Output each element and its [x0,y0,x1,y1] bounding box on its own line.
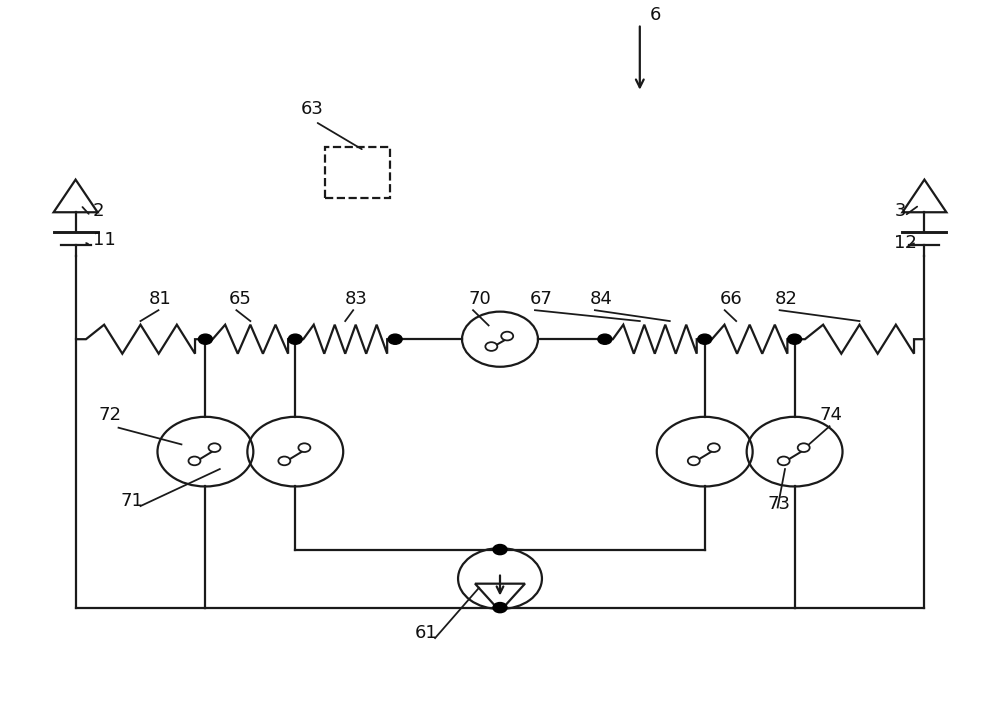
Circle shape [698,334,712,344]
Circle shape [198,334,212,344]
Circle shape [493,545,507,555]
Text: 84: 84 [590,290,613,308]
Text: 6: 6 [650,6,661,23]
Text: 81: 81 [148,290,171,308]
Text: 67: 67 [530,290,553,308]
Text: 82: 82 [775,290,797,308]
Circle shape [788,334,802,344]
Circle shape [288,334,302,344]
Text: 63: 63 [300,100,323,118]
Text: 2: 2 [93,202,104,220]
Text: 12: 12 [894,234,917,252]
Text: 61: 61 [415,624,438,641]
Text: 83: 83 [345,290,368,308]
Text: 3: 3 [894,202,906,220]
Text: 65: 65 [228,290,251,308]
Text: 72: 72 [99,406,122,424]
Text: 73: 73 [768,495,791,513]
Text: 74: 74 [820,406,843,424]
Circle shape [388,334,402,344]
Circle shape [598,334,612,344]
Text: 71: 71 [121,491,143,510]
Text: 11: 11 [93,231,115,248]
Text: 70: 70 [468,290,491,308]
Circle shape [493,603,507,613]
Text: 66: 66 [720,290,742,308]
Bar [325,147,390,198]
